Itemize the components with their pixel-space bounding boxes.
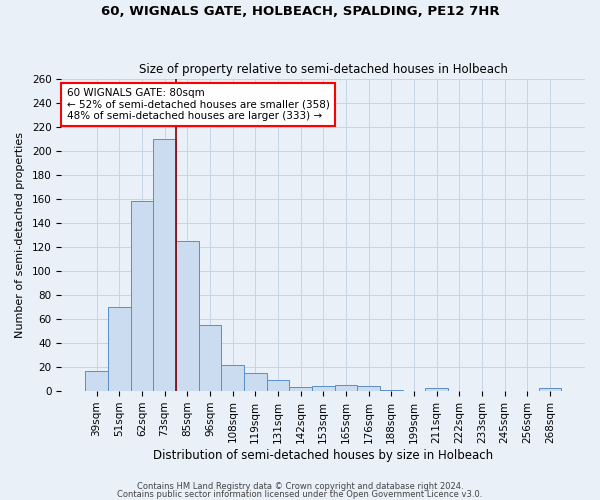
Bar bbox=[131, 201, 153, 390]
Bar bbox=[153, 138, 176, 390]
Bar bbox=[176, 240, 199, 390]
Text: 60 WIGNALS GATE: 80sqm
← 52% of semi-detached houses are smaller (358)
48% of se: 60 WIGNALS GATE: 80sqm ← 52% of semi-det… bbox=[67, 88, 329, 121]
Text: 60, WIGNALS GATE, HOLBEACH, SPALDING, PE12 7HR: 60, WIGNALS GATE, HOLBEACH, SPALDING, PE… bbox=[101, 5, 499, 18]
Bar bbox=[108, 306, 131, 390]
Bar bbox=[85, 372, 108, 390]
Bar bbox=[335, 384, 357, 390]
Title: Size of property relative to semi-detached houses in Holbeach: Size of property relative to semi-detach… bbox=[139, 63, 508, 76]
Bar bbox=[539, 388, 561, 390]
X-axis label: Distribution of semi-detached houses by size in Holbeach: Distribution of semi-detached houses by … bbox=[153, 450, 493, 462]
Text: Contains public sector information licensed under the Open Government Licence v3: Contains public sector information licen… bbox=[118, 490, 482, 499]
Bar bbox=[312, 386, 335, 390]
Bar bbox=[289, 387, 312, 390]
Bar bbox=[199, 324, 221, 390]
Bar bbox=[357, 386, 380, 390]
Text: Contains HM Land Registry data © Crown copyright and database right 2024.: Contains HM Land Registry data © Crown c… bbox=[137, 482, 463, 491]
Bar bbox=[425, 388, 448, 390]
Bar bbox=[266, 380, 289, 390]
Bar bbox=[244, 372, 266, 390]
Y-axis label: Number of semi-detached properties: Number of semi-detached properties bbox=[15, 132, 25, 338]
Bar bbox=[221, 366, 244, 390]
